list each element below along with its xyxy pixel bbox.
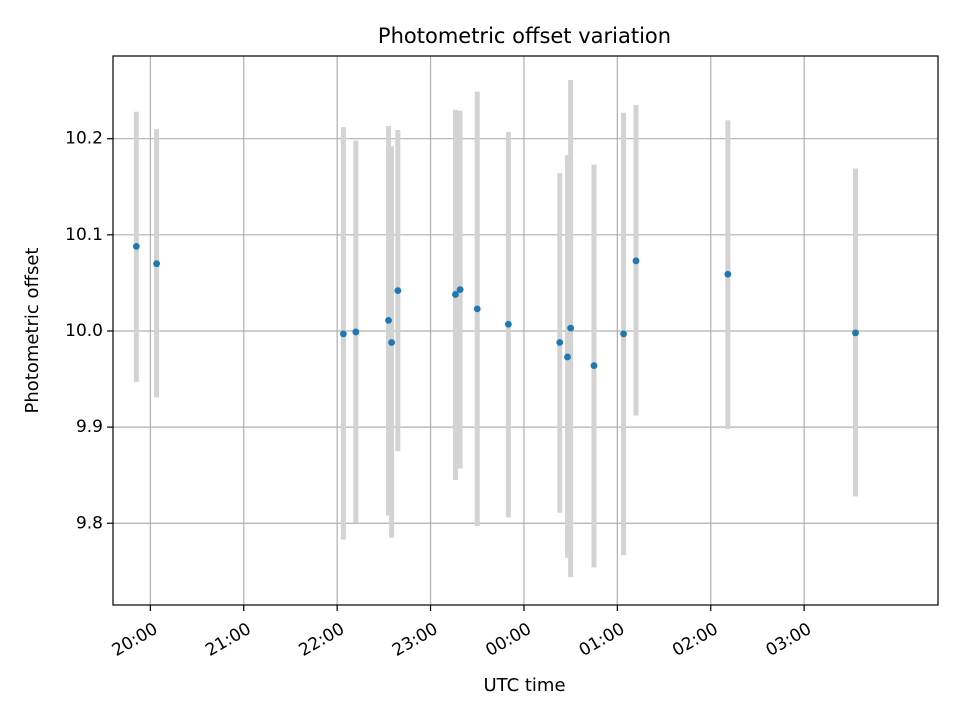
y-tick-label: 9.8 (76, 513, 103, 533)
data-point (452, 291, 459, 298)
x-axis-title: UTC time (483, 675, 565, 696)
chart-title: Photometric offset variation (378, 24, 671, 48)
data-point (388, 339, 396, 346)
y-tick-label: 10.0 (65, 321, 103, 341)
grid (113, 56, 938, 605)
data-point (132, 242, 140, 250)
data-point (852, 329, 859, 337)
y-tick-label: 10.2 (65, 129, 103, 149)
data-point (352, 328, 360, 336)
y-tick-label: 10.1 (65, 225, 103, 245)
data-points (132, 242, 859, 369)
data-point (394, 287, 402, 294)
data-point (339, 330, 347, 338)
data-point (620, 330, 627, 338)
y-tick-label: 9.9 (76, 417, 103, 437)
data-point (564, 353, 571, 361)
data-point (504, 320, 512, 328)
data-point (385, 317, 392, 324)
data-point (456, 286, 464, 294)
data-point (590, 362, 598, 369)
data-point (153, 260, 160, 268)
data-point (556, 339, 564, 346)
data-point (473, 305, 481, 313)
y-axis-ticks: 9.8 9.9 10.0 10.1 10.2 (65, 129, 113, 533)
y-axis-title: Photometric offset (22, 248, 43, 414)
data-point (567, 324, 575, 332)
data-point (724, 270, 732, 278)
data-point (632, 257, 640, 265)
